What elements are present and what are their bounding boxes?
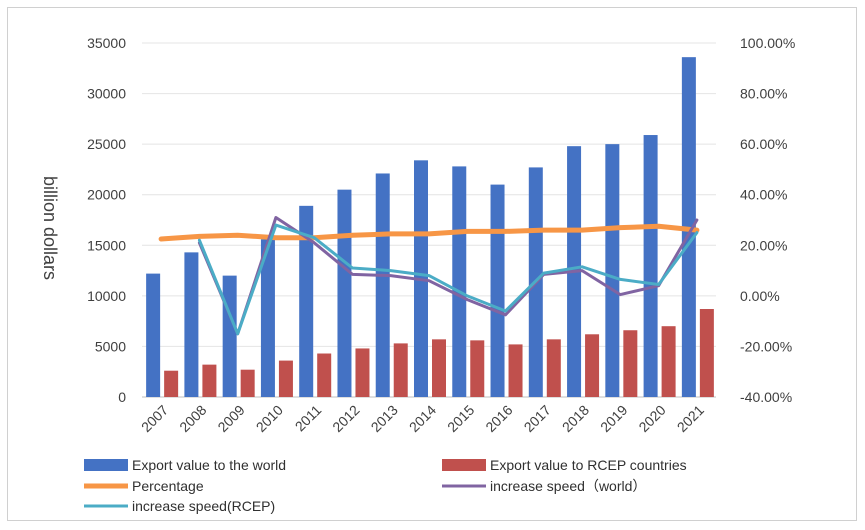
y2-tick-label: 20.00% [740,237,787,253]
bars-export-rcep [164,309,714,397]
y2-tick-label: 60.00% [740,136,787,152]
y-axis-label: billion dollars [40,176,60,280]
x-tick-label: 2020 [635,402,668,435]
x-tick-label: 2018 [559,402,592,435]
y2-tick-label: 0.00% [740,288,780,304]
y-tick-label: 35000 [87,35,126,51]
y2-tick-label: 40.00% [740,187,787,203]
legend-label: Export value to RCEP countries [490,457,687,473]
bar-export-world [605,144,620,397]
x-tick-label: 2008 [176,402,209,435]
x-tick-label: 2014 [406,402,439,435]
legend-label: increase speed(RCEP) [132,498,275,514]
bar-export-rcep [470,340,485,397]
y2-tick-label: 80.00% [740,86,787,102]
x-tick-label: 2016 [482,402,515,435]
bars-export-world [146,57,696,398]
x-tick-label: 2012 [329,402,362,435]
left-axis-ticks: 35000 30000 25000 20000 15000 10000 5000 0 [87,35,126,405]
bar-export-rcep [623,330,638,397]
x-tick-label: 2021 [674,402,707,435]
bar-export-rcep [585,334,600,397]
y-tick-label: 20000 [87,187,126,203]
x-tick-label: 2010 [253,402,286,435]
y-tick-label: 10000 [87,288,126,304]
bar-export-rcep [393,343,408,397]
bar-export-world [146,273,161,397]
bar-export-world [452,166,467,397]
x-tick-label: 2011 [292,402,325,435]
legend-label: Percentage [132,478,204,494]
x-tick-label: 2007 [138,402,171,435]
y-tick-label: 15000 [87,237,126,253]
bar-export-world [260,239,275,397]
bar-export-rcep [546,339,561,397]
y2-tick-label: -20.00% [740,338,792,354]
bar-export-world [184,252,199,397]
line-increase-rcep [197,223,699,336]
y-tick-label: 25000 [87,136,126,152]
bar-export-rcep [164,370,179,397]
right-axis-ticks: 100.00% 80.00% 60.00% 40.00% 20.00% 0.00% -20.… [740,35,795,405]
bar-export-rcep [699,309,714,397]
bar-export-rcep [355,348,370,397]
x-tick-label: 2015 [444,402,477,435]
y-tick-label: 0 [118,389,126,405]
bar-export-world [375,173,390,397]
legend: Export value to the world Export value to… [84,457,687,514]
y2-tick-label: -40.00% [740,389,792,405]
bar-export-world [299,205,314,397]
line-percentage [158,223,700,242]
line-series [158,216,700,336]
x-tick-label: 2017 [521,402,554,435]
x-axis-ticks: 2007 2008 2009 2010 2011 2012 2013 2014 2015 2016… [138,402,707,435]
bar-export-world [490,184,505,397]
legend-swatch [84,459,128,471]
bar-export-world [222,275,237,397]
legend-label: Export value to the world [132,457,286,473]
bar-export-world [643,135,658,398]
line-increase-world [197,216,699,336]
x-tick-label: 2009 [214,402,247,435]
bar-export-rcep [202,364,217,397]
y-tick-label: 30000 [87,86,126,102]
legend-label: increase speed（world） [490,478,646,494]
x-tick-label: 2019 [597,402,630,435]
legend-swatch [442,459,486,471]
y-tick-label: 5000 [95,338,126,354]
bar-export-rcep [240,369,255,397]
bar-export-rcep [317,353,332,397]
bar-export-world [337,189,352,397]
chart-frame [7,7,857,521]
bar-export-rcep [661,326,676,397]
y2-tick-label: 100.00% [740,35,795,51]
x-tick-label: 2013 [368,402,401,435]
bar-export-rcep [278,360,293,397]
bar-export-rcep [432,339,446,397]
bar-export-rcep [508,344,523,397]
